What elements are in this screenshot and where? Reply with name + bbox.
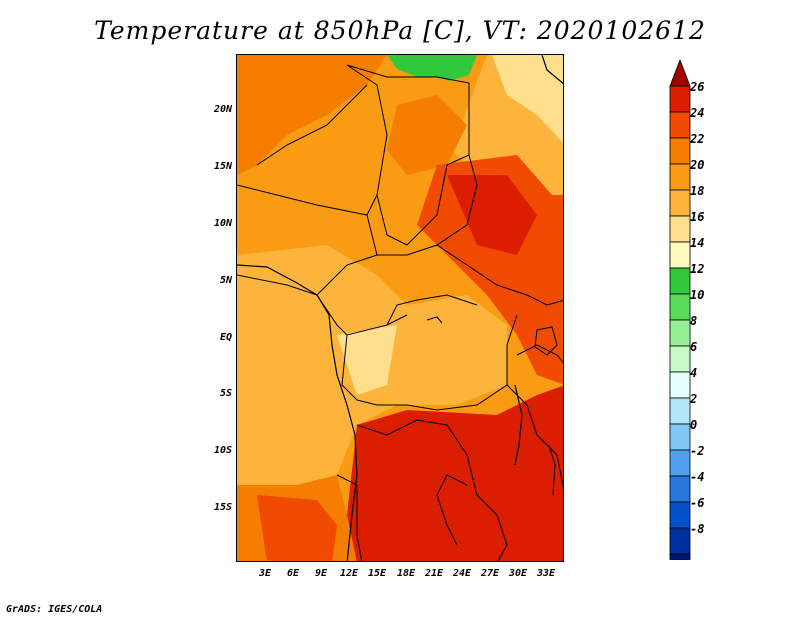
colorbar-segment bbox=[669, 215, 691, 243]
lon-label-33e: 33E bbox=[536, 568, 556, 579]
colorbar-segment bbox=[669, 423, 691, 451]
colorbar-segment bbox=[669, 85, 691, 113]
country-borders bbox=[237, 64, 563, 561]
field-nw-orange bbox=[237, 55, 387, 175]
colorbar-label-neg8: -8 bbox=[690, 522, 705, 536]
colorbar-segment bbox=[669, 345, 691, 373]
lat-label-eq: EQ bbox=[219, 332, 232, 343]
colorbar-segment bbox=[669, 527, 691, 555]
field-sahara-orange bbox=[387, 95, 467, 175]
lat-label-10n: 10N bbox=[213, 218, 232, 229]
lon-label-24e: 24E bbox=[452, 568, 472, 579]
colorbar-segment bbox=[669, 137, 691, 165]
field-ne-light bbox=[492, 55, 563, 143]
colorbar-label-6: 6 bbox=[690, 340, 698, 354]
colorbar-segment bbox=[669, 293, 691, 321]
colorbar-segment bbox=[669, 371, 691, 399]
temperature-map bbox=[236, 54, 564, 562]
lon-label-18e: 18E bbox=[396, 568, 416, 579]
colorbar-label-14: 14 bbox=[690, 236, 705, 250]
lat-label-5n: 5N bbox=[219, 275, 232, 286]
lon-label-12e: 12E bbox=[339, 568, 359, 579]
lon-label-30e: 30E bbox=[508, 568, 528, 579]
colorbar-label-22: 22 bbox=[690, 132, 705, 146]
colorbar-segment bbox=[669, 501, 691, 529]
field-central-light bbox=[337, 325, 397, 395]
lake-tanganyika bbox=[514, 384, 523, 466]
red-sea-coast bbox=[541, 55, 563, 85]
lon-label-15e: 15E bbox=[367, 568, 387, 579]
lon-label-3e: 3E bbox=[258, 568, 272, 579]
colorbar-segment bbox=[669, 397, 691, 425]
congo-river-segment bbox=[426, 316, 443, 324]
lon-label-21e: 21E bbox=[424, 568, 444, 579]
colorbar-label-2: 2 bbox=[690, 392, 698, 406]
lake-malawi bbox=[548, 444, 556, 496]
colorbar bbox=[669, 60, 691, 560]
west-coastline bbox=[237, 264, 358, 561]
colorbar-segment bbox=[669, 319, 691, 347]
colorbar-cap-top bbox=[669, 60, 691, 87]
lat-label-15s: 15S bbox=[213, 502, 232, 513]
lat-label-10s: 10S bbox=[213, 445, 232, 456]
colorbar-label-18: 18 bbox=[690, 184, 705, 198]
lat-label-20n: 20N bbox=[213, 104, 232, 115]
lat-label-5s: 5S bbox=[219, 388, 232, 399]
colorbar-label-neg6: -6 bbox=[690, 496, 705, 510]
colorbar-label-8: 8 bbox=[690, 314, 698, 328]
field-east-hotter bbox=[447, 175, 537, 255]
colorbar-label-neg2: -2 bbox=[690, 444, 705, 458]
lat-label-15n: 15N bbox=[213, 161, 232, 172]
colorbar-segment bbox=[669, 449, 691, 477]
lake-victoria bbox=[534, 326, 558, 356]
colorbar-segment bbox=[669, 189, 691, 217]
field-southwest-hot bbox=[257, 495, 337, 561]
field-cool-green bbox=[387, 55, 477, 81]
field-south-hot bbox=[347, 385, 563, 561]
colorbar-segment bbox=[669, 267, 691, 295]
chart-title: Temperature at 850hPa [C], VT: 202010261… bbox=[94, 16, 706, 45]
colorbar-label-26: 26 bbox=[690, 80, 705, 94]
lon-label-6e: 6E bbox=[286, 568, 300, 579]
colorbar-segment bbox=[669, 475, 691, 503]
colorbar-label-0: 0 bbox=[690, 418, 698, 432]
lon-label-9e: 9E bbox=[314, 568, 328, 579]
colorbar-label-4: 4 bbox=[690, 366, 698, 380]
colorbar-label-12: 12 bbox=[690, 262, 705, 276]
colorbar-segment bbox=[669, 163, 691, 191]
lon-label-27e: 27E bbox=[480, 568, 500, 579]
colorbar-segment bbox=[669, 111, 691, 139]
colorbar-segment bbox=[669, 553, 691, 560]
colorbar-label-20: 20 bbox=[690, 158, 705, 172]
colorbar-segment bbox=[669, 241, 691, 269]
colorbar-label-10: 10 bbox=[690, 288, 705, 302]
grads-credit: GrADS: IGES/COLA bbox=[6, 604, 103, 615]
colorbar-label-neg4: -4 bbox=[690, 470, 705, 484]
map-canvas bbox=[237, 55, 563, 561]
colorbar-label-16: 16 bbox=[690, 210, 705, 224]
colorbar-label-24: 24 bbox=[690, 106, 705, 120]
